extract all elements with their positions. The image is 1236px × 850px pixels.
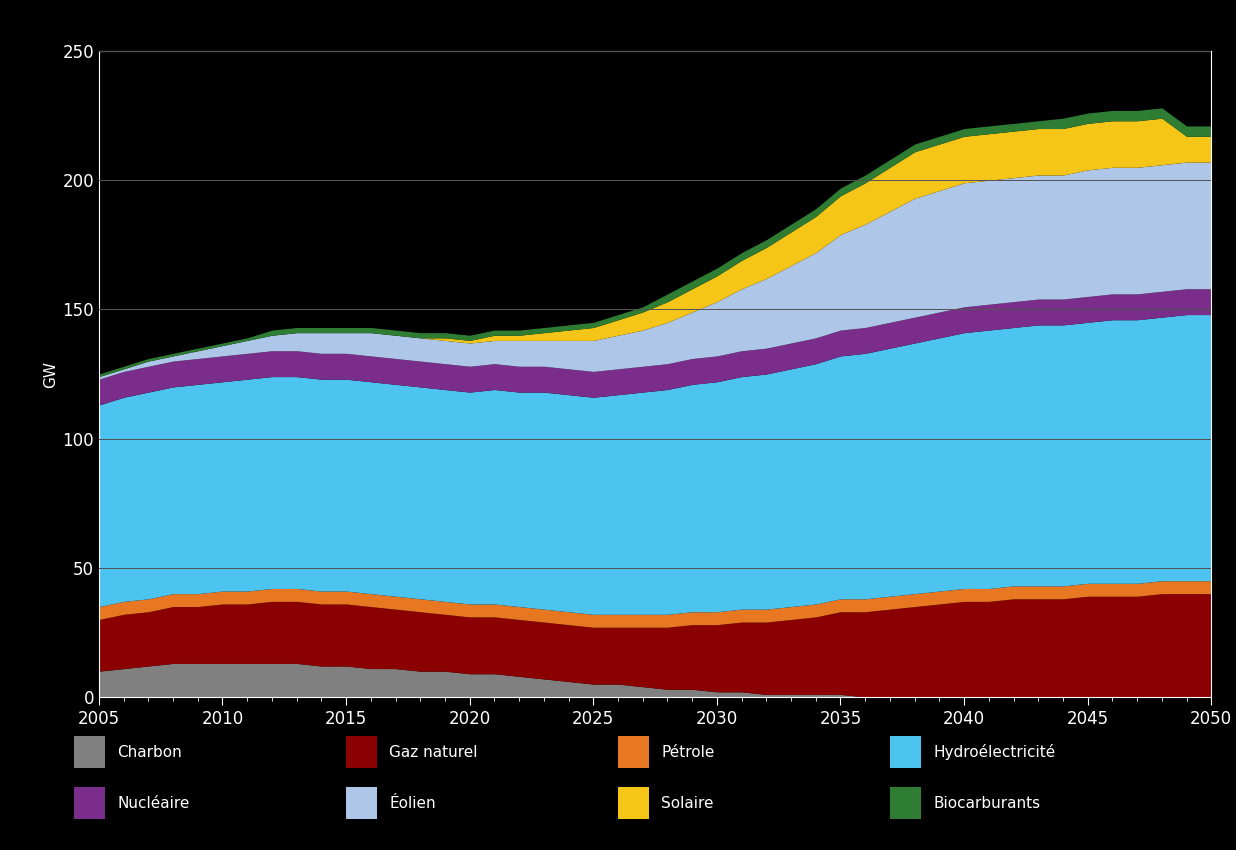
Text: Nucléaire: Nucléaire: [117, 796, 190, 811]
Text: Gaz naturel: Gaz naturel: [389, 745, 478, 760]
Text: Hydroélectricité: Hydroélectricité: [933, 745, 1056, 760]
Text: Charbon: Charbon: [117, 745, 182, 760]
Text: Biocarburants: Biocarburants: [933, 796, 1041, 811]
Text: Éolien: Éolien: [389, 796, 436, 811]
Y-axis label: GW: GW: [43, 360, 58, 388]
Text: Solaire: Solaire: [661, 796, 713, 811]
Text: Pétrole: Pétrole: [661, 745, 714, 760]
